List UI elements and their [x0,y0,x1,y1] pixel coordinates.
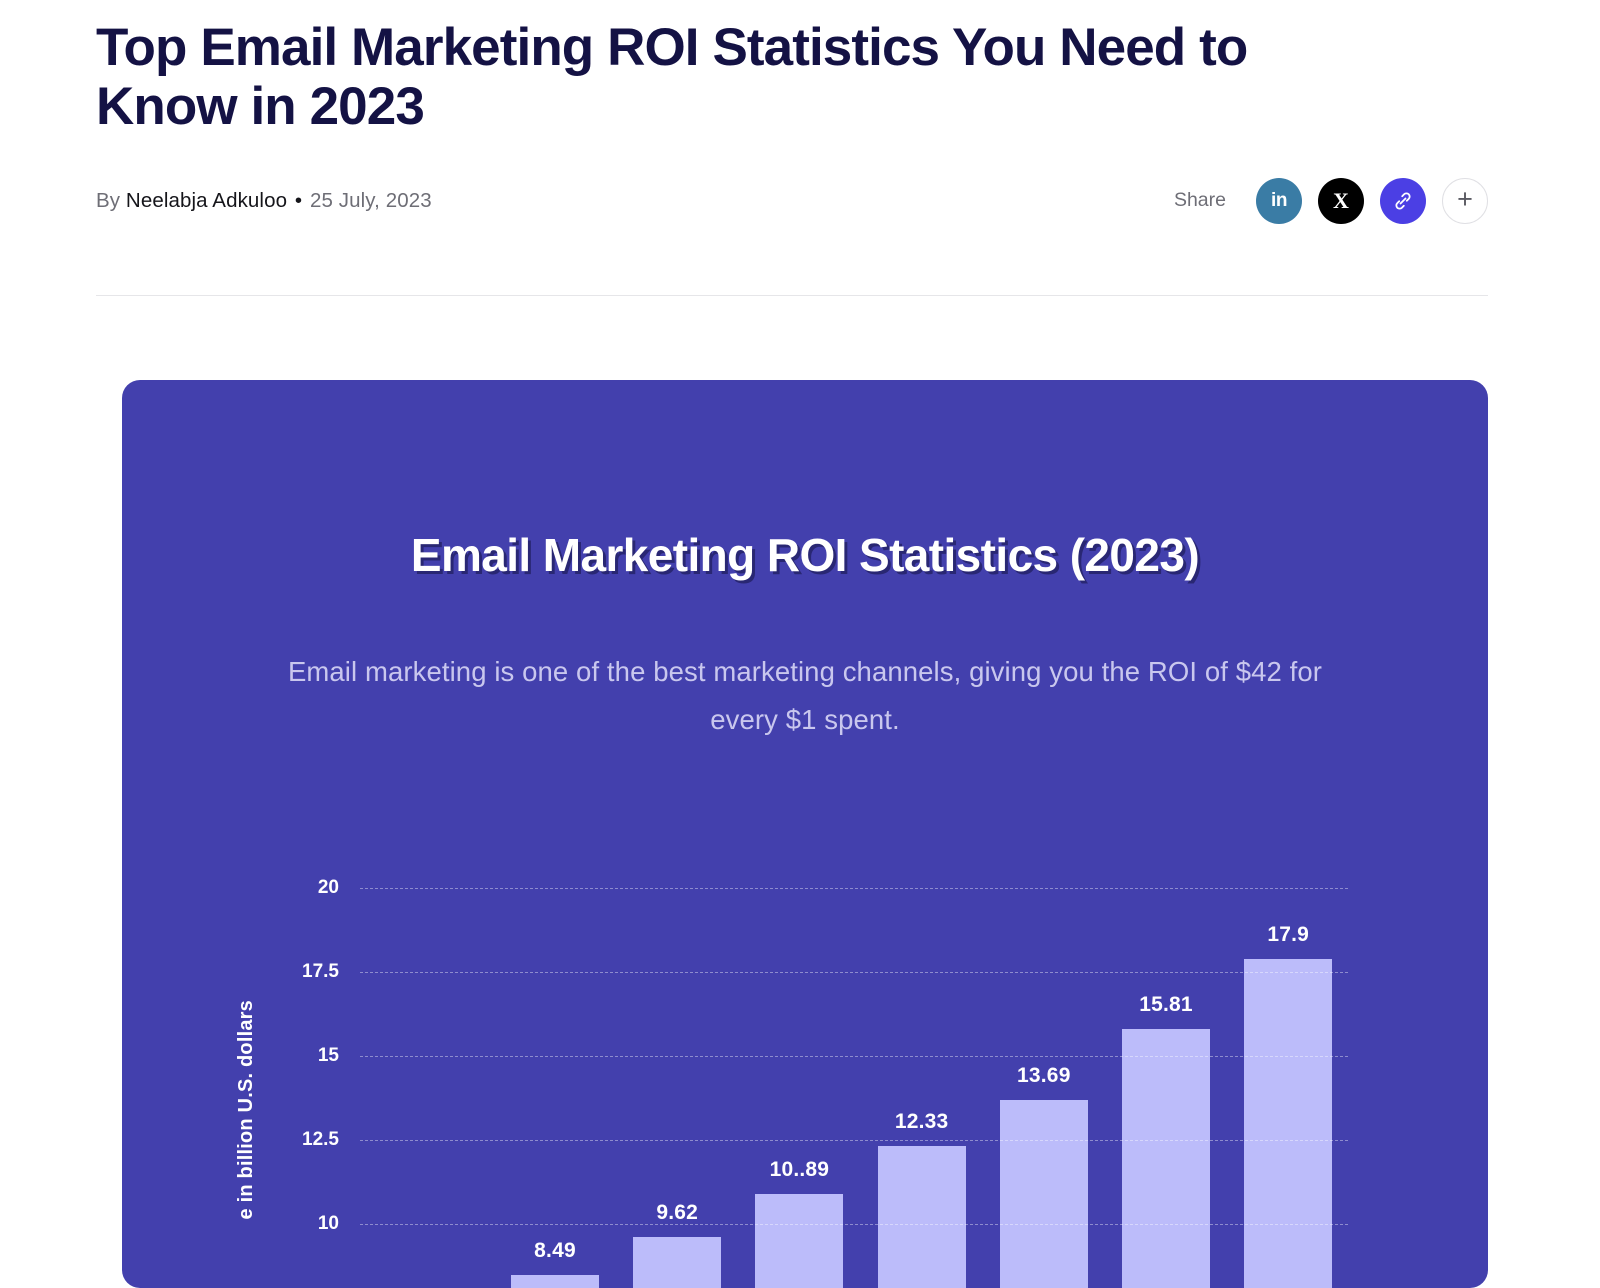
page-title: Top Email Marketing ROI Statistics You N… [96,18,1248,137]
chart-subtitle: Email marketing is one of the best marke… [287,656,1323,735]
linkedin-icon: in [1271,190,1287,212]
bar-value-label: 12.33 [894,1109,949,1133]
gridline [360,1224,1348,1225]
byline-row: By Neelabja Adkuloo • 25 July, 2023 Shar… [96,177,1488,225]
y-axis-tick-label: 10 [317,1213,339,1234]
publish-date: 25 July, 2023 [309,188,432,212]
bar-value-label: 17.9 [1267,922,1310,946]
byline-prefix: By [96,188,121,212]
chart-bar [1244,958,1333,1288]
share-controls: Share in X + [1173,177,1488,224]
y-axis-tick-label: 15 [317,1045,339,1066]
share-label: Share [1173,189,1226,212]
chart-bar [755,1194,844,1288]
bar-value-label: 8.49 [534,1238,576,1262]
chart-title: Email Marketing ROI Statistics (2023) [410,529,1200,581]
y-axis-tick-label: 17.5 [302,961,339,982]
bar-value-label: 13.69 [1017,1064,1071,1088]
gridline [360,1056,1348,1057]
bar-value-label: 15.81 [1139,992,1193,1016]
y-axis-ticks: 20 17.5 15 12.5 10 [277,380,339,1288]
bar-value-label: 10..89 [769,1158,830,1182]
chart-bar [877,1145,966,1288]
chart-bar [1122,1028,1210,1288]
plus-icon: + [1457,183,1473,214]
gridline [360,972,1348,973]
x-icon: X [1333,187,1349,213]
header-divider [96,295,1488,296]
copy-link-button[interactable] [1380,177,1426,224]
byline: By Neelabja Adkuloo • 25 July, 2023 [96,189,432,213]
gridline [360,888,1348,889]
author-name[interactable]: Neelabja Adkuloo [125,188,288,212]
bar-value-label: 9.62 [656,1200,699,1224]
y-axis-tick-label: 20 [317,877,339,898]
link-icon [1395,192,1411,210]
chart-bar [511,1274,599,1288]
gridline [360,1140,1348,1141]
infographic-card: Email Marketing ROI Statistics (2023) Em… [122,380,1488,1288]
chart-bars: 8.49 9.62 10..89 12.33 13.69 15.81 17.9 [122,380,1488,1288]
x-share-button[interactable]: X [1318,177,1364,224]
chart-bar [999,1100,1088,1288]
more-share-button[interactable]: + [1442,177,1488,224]
chart-plot-area: e in billion U.S. dollars 20 17.5 15 12.5 10… [122,380,1488,1288]
chart-bar [633,1236,722,1288]
linkedin-share-button[interactable]: in [1256,177,1302,224]
y-axis-tick-label: 12.5 [302,1129,339,1150]
article-header: Top Email Marketing ROI Statistics You N… [96,0,1488,225]
byline-separator: • [294,188,303,212]
